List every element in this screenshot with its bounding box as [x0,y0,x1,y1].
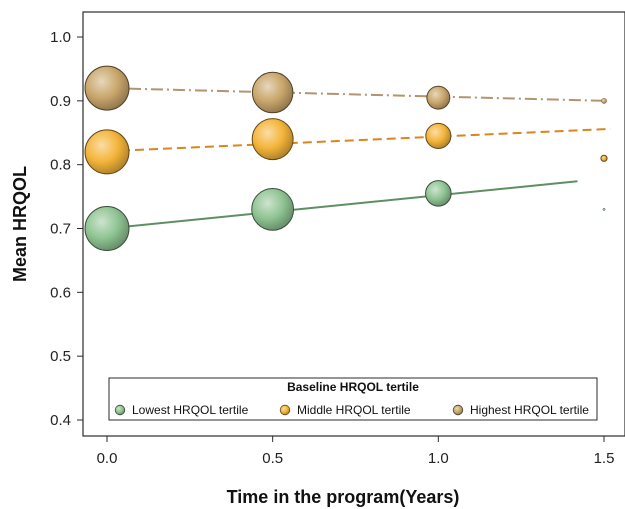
trend-line [106,180,578,230]
trend-line [106,87,605,102]
y-tick-label: 1.0 [50,29,71,46]
data-bubble [84,206,130,251]
y-tick-label: 0.8 [50,157,71,174]
trend-line [106,127,611,153]
plot-frame [82,11,625,437]
y-tick-label: 0.9 [50,93,71,110]
trend-lines [106,87,611,230]
legend-marker [114,404,126,416]
legend-title: Baseline HRQOL tertile [287,380,419,394]
legend-label: Highest HRQOL tertile [470,403,589,417]
data-bubble [251,118,294,161]
x-axis-title: Time in the program(Years) [227,487,460,507]
data-bubble [601,97,607,104]
data-bubble [602,207,606,211]
legend-marker [279,404,291,416]
axis-ticks: 0.0 0.5 1.0 1.5 0.4 0.5 0.6 0.7 0.8 0.9 1.0 [50,29,614,467]
y-tick-label: 0.4 [50,412,71,429]
data-bubble [84,65,130,111]
legend-box [108,377,598,421]
data-bubble [251,187,295,231]
data-bubble [84,129,130,175]
data-bubble [600,154,608,162]
legend: Baseline HRQOL tertile Lowest HRQOL tert… [108,377,598,421]
y-axis-title: Mean HRQOL [10,166,30,282]
data-bubble [425,122,452,149]
data-bubble [426,85,451,110]
legend-marker [452,404,464,416]
data-bubble [425,180,452,207]
x-tick-label: 1.0 [428,450,449,467]
y-tick-label: 0.7 [50,221,71,238]
legend-label: Middle HRQOL tertile [297,403,411,417]
data-bubble [251,71,294,114]
y-tick-label: 0.6 [50,284,71,301]
bubbles [84,65,608,251]
y-tick-label: 0.5 [50,348,71,365]
x-tick-label: 0.0 [97,450,118,467]
x-tick-label: 1.5 [594,450,615,467]
legend-label: Lowest HRQOL tertile [132,403,249,417]
x-tick-label: 0.5 [262,450,283,467]
